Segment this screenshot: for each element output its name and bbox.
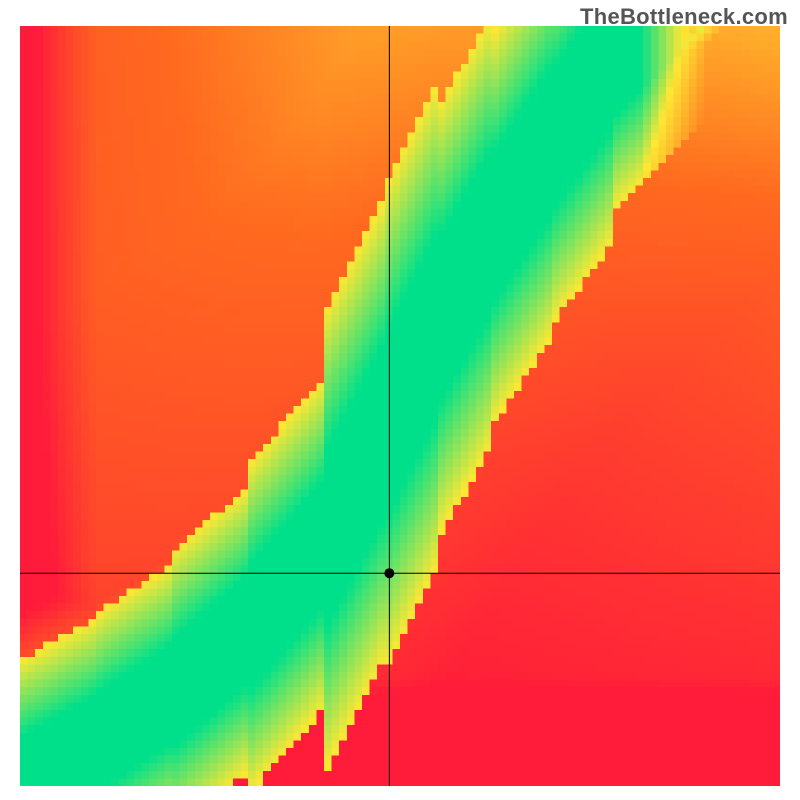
heatmap-canvas [20,26,780,786]
chart-container: TheBottleneck.com [0,0,800,800]
watermark-text: TheBottleneck.com [580,4,788,30]
